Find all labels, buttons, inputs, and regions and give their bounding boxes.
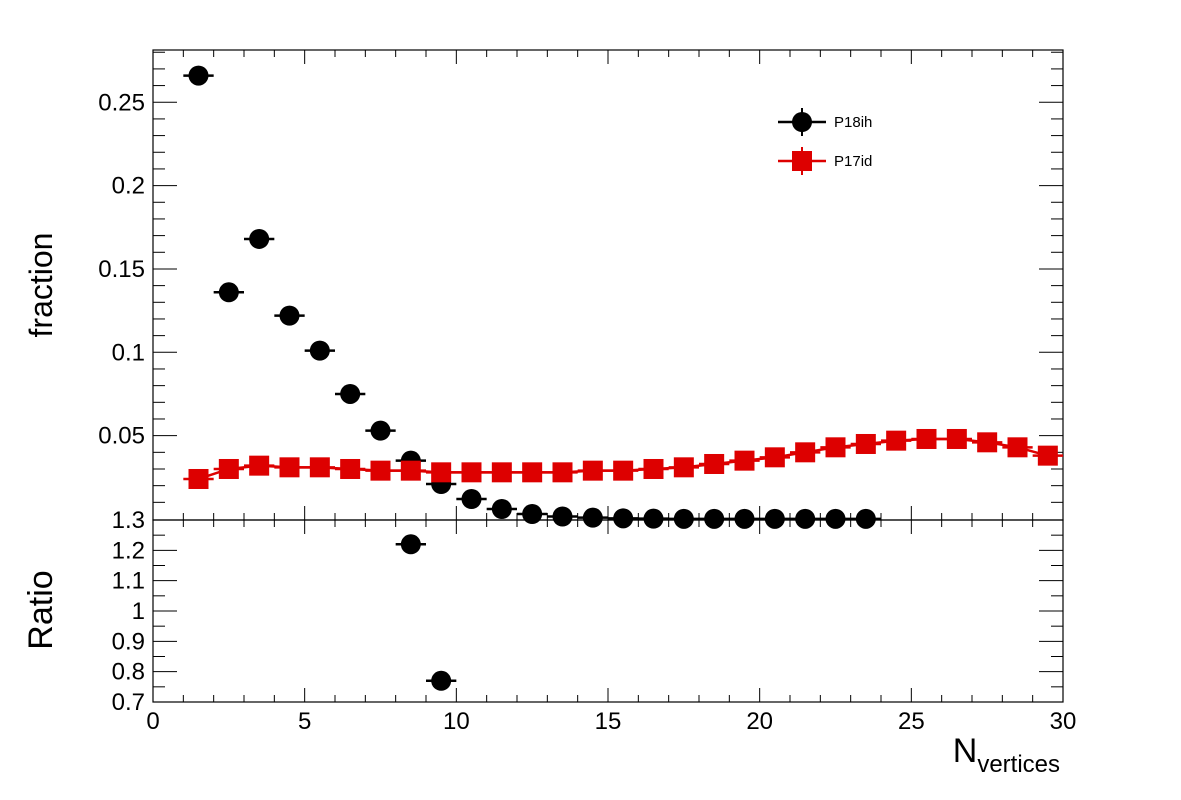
main-series-p17id-point (704, 453, 725, 474)
main-series-p18ih-point (370, 420, 391, 441)
main-series-p17id-point (582, 460, 603, 481)
main-series-p17id-point (461, 462, 482, 483)
main-series-p18ih-point (522, 503, 543, 524)
main-series-p18ih-point (734, 508, 755, 529)
main-y-tick-label: 0.1 (112, 339, 145, 366)
main-y-axis-title: fraction (23, 233, 59, 338)
x-axis-title-main: N (953, 732, 978, 770)
main-series-p17id-point (370, 460, 391, 481)
ratio-y-tick-label: 0.7 (112, 689, 145, 716)
main-series-p17id-point (977, 432, 998, 453)
main-series-p18ih-point (673, 508, 694, 529)
main-series-p17id-point (1037, 445, 1058, 466)
ratio-series-point (400, 534, 421, 555)
main-series-p17id-point (643, 458, 664, 479)
x-tick-label: 15 (595, 708, 622, 735)
x-tick-label: 10 (443, 708, 470, 735)
main-series-p18ih-point (643, 508, 664, 529)
main-series-p17id-point (1007, 437, 1028, 458)
main-series-p17id-point (218, 458, 239, 479)
x-tick-label: 0 (146, 708, 159, 735)
main-series-p17id-point (673, 457, 694, 478)
ratio-y-tick-label: 0.9 (112, 628, 145, 655)
main-series-p17id-point (552, 462, 573, 483)
main-series-p18ih-point (795, 508, 816, 529)
main-series-p18ih-point (825, 508, 846, 529)
legend: P18ih P17id (778, 108, 872, 175)
x-tick-label: 20 (746, 708, 773, 735)
main-frame (152, 49, 1064, 521)
x-tick-label: 5 (298, 708, 311, 735)
main-series-p17id-point (734, 450, 755, 471)
main-series-p18ih-point (249, 228, 270, 249)
main-series-p17id-point (340, 458, 361, 479)
legend-label: P18ih (834, 114, 872, 131)
main-series-p17id-point (855, 433, 876, 454)
ratio-y-tick-label: 1 (132, 598, 145, 625)
main-series-p17id-point (916, 428, 937, 449)
ratio-y-tick-label: 1.2 (112, 537, 145, 564)
main-series-p18ih-point (704, 508, 725, 529)
legend-marker-circle (792, 112, 812, 132)
main-series-p18ih-point (461, 488, 482, 509)
ratio-y-tick-label: 1.1 (112, 568, 145, 595)
ratio-y-tick-label: 1.3 (112, 507, 145, 534)
main-y-tick-label: 0.2 (112, 173, 145, 200)
ratio-y-tick-label: 0.8 (112, 659, 145, 686)
main-series-p17id-point (946, 428, 967, 449)
legend-label: P17id (834, 153, 872, 170)
main-series-p18ih-point (309, 340, 330, 361)
x-axis-title: Nvertices (953, 732, 1060, 778)
main-series-p17id-point (795, 442, 816, 463)
x-axis-title-subscript: vertices (977, 751, 1060, 778)
main-series-p17id-point (491, 462, 512, 483)
main-series-p18ih-point (218, 282, 239, 303)
main-panel: 0.05 0.1 0.15 0.2 0.25 (98, 49, 1064, 529)
main-series-p17id-point (249, 455, 270, 476)
ratio-panel: 0 5 10 15 20 25 30 0.7 0.8 0.9 1 1.1 1.2 1.3 (112, 507, 1077, 735)
main-y-tick-label: 0.05 (98, 423, 145, 450)
main-y-tick-label: 0.15 (98, 256, 145, 283)
main-series-p18ih-point (279, 305, 300, 326)
main-series-p17id-point (279, 457, 300, 478)
main-series-p17id-point (400, 460, 421, 481)
main-series-p17id-point (522, 462, 543, 483)
main-series-p18ih-point (764, 508, 785, 529)
main-series-p18ih-point (613, 508, 634, 529)
main-series-p17id-point (188, 468, 209, 489)
main-series-p18ih-point (582, 507, 603, 528)
main-series-p17id-point (764, 447, 785, 468)
main-series-p17id-point (431, 462, 452, 483)
main-series-p18ih-point (855, 508, 876, 529)
ratio-y-axis-title: Ratio (22, 570, 60, 649)
ratio-series-point (431, 670, 452, 691)
main-series-p18ih-point (552, 506, 573, 527)
x-tick-label: 30 (1050, 708, 1077, 735)
main-series-p18ih-point (491, 498, 512, 519)
x-tick-label: 25 (898, 708, 925, 735)
main-series-p17id-point (886, 430, 907, 451)
main-series-p17id-point (825, 437, 846, 458)
main-series-p18ih-point (188, 65, 209, 86)
legend-marker-square (792, 151, 812, 171)
main-y-tick-label: 0.25 (98, 89, 145, 116)
ratio-frame (152, 519, 1064, 703)
main-series-p18ih-point (340, 383, 361, 404)
main-series-p17id-point (613, 460, 634, 481)
main-series-p17id-point (309, 457, 330, 478)
